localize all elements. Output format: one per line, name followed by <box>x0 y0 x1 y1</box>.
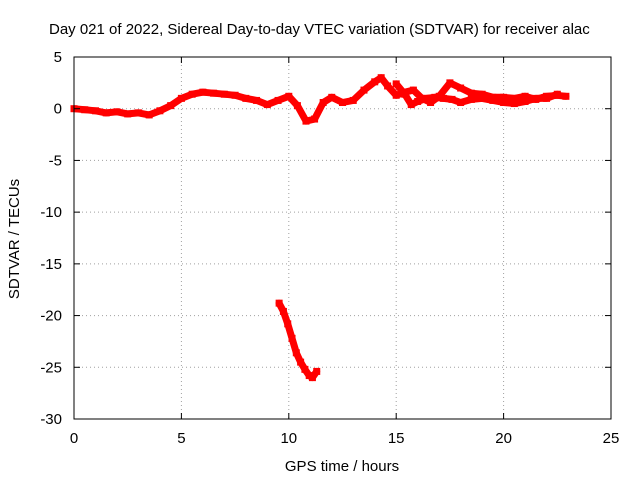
data-point <box>177 94 185 102</box>
axis-ticks <box>73 56 612 420</box>
data-point <box>91 107 99 115</box>
data-point <box>478 94 486 102</box>
data-point <box>145 111 153 119</box>
data-point <box>319 99 327 107</box>
data-layer <box>70 74 570 382</box>
data-point <box>500 93 508 101</box>
data-point <box>328 93 336 101</box>
data-point <box>510 94 518 102</box>
x-tick-label: 5 <box>177 430 185 447</box>
y-tick-label: -20 <box>40 308 62 325</box>
data-point <box>407 101 415 109</box>
y-tick-label: 5 <box>54 49 62 66</box>
data-point <box>199 88 207 96</box>
data-point <box>427 99 435 107</box>
data-point <box>210 89 218 97</box>
tick-labels: 0 5 10 15 20 25 5 0 -5 -10 -15 -20 -25 -30 <box>40 49 619 447</box>
data-point <box>467 95 475 103</box>
data-point <box>439 94 447 102</box>
data-series <box>392 80 561 109</box>
data-point <box>156 107 164 115</box>
data-point <box>220 90 228 98</box>
data-point <box>553 90 561 98</box>
data-point <box>292 349 300 357</box>
data-point <box>448 95 456 103</box>
data-point <box>377 74 385 82</box>
data-point <box>349 96 357 104</box>
data-point <box>188 90 196 98</box>
data-point <box>392 80 400 88</box>
data-point <box>339 99 346 107</box>
data-point <box>253 96 261 104</box>
data-point <box>457 84 465 92</box>
data-point <box>288 334 296 342</box>
x-tick-label: 10 <box>280 430 297 447</box>
data-point <box>311 115 319 123</box>
y-tick-label: -5 <box>49 152 62 169</box>
data-point <box>275 299 283 307</box>
y-tick-label: -10 <box>40 204 62 221</box>
data-point <box>431 93 439 101</box>
data-point <box>81 106 89 114</box>
data-point <box>457 99 465 107</box>
data-point <box>478 90 486 98</box>
data-point <box>284 320 292 328</box>
y-tick-label: -30 <box>40 411 62 428</box>
data-point <box>102 109 110 117</box>
data-point <box>384 82 392 90</box>
data-point <box>401 90 409 98</box>
y-tick-label: 0 <box>54 101 62 118</box>
data-point <box>274 96 282 104</box>
data-point <box>446 79 454 87</box>
data-point <box>293 102 301 110</box>
data-point <box>414 97 422 105</box>
data-point <box>360 86 368 94</box>
data-point <box>285 92 293 100</box>
data-point <box>532 94 540 102</box>
data-point <box>263 101 271 109</box>
data-point <box>297 358 305 366</box>
data-point <box>510 100 518 108</box>
chart-title: Day 021 of 2022, Sidereal Day-to-day VTE… <box>49 21 590 38</box>
data-point <box>489 96 497 104</box>
data-point <box>422 94 430 102</box>
data-point <box>302 117 310 125</box>
grid <box>74 57 611 419</box>
y-tick-label: -15 <box>40 256 62 273</box>
data-point <box>308 374 316 382</box>
data-point <box>113 108 121 116</box>
data-series <box>275 299 321 382</box>
data-point <box>134 109 142 117</box>
data-point <box>467 89 475 97</box>
x-tick-label: 0 <box>70 430 78 447</box>
x-tick-label: 20 <box>495 430 512 447</box>
data-point <box>124 110 132 118</box>
data-point <box>521 92 529 100</box>
data-point <box>167 102 175 110</box>
plot-frame <box>73 56 612 420</box>
data-point <box>392 91 400 99</box>
y-axis-label: SDTVAR / TECUs <box>6 179 23 299</box>
data-point <box>521 97 529 105</box>
x-tick-label: 15 <box>388 430 405 447</box>
data-point <box>301 365 309 373</box>
data-point <box>500 99 508 107</box>
x-axis-label: GPS time / hours <box>285 458 399 475</box>
data-point <box>562 92 570 100</box>
x-tick-label: 25 <box>603 430 620 447</box>
data-point <box>279 307 287 315</box>
data-point <box>231 91 239 99</box>
data-point <box>543 94 551 102</box>
data-point <box>409 86 417 94</box>
data-point <box>371 78 379 86</box>
data-point <box>313 367 321 375</box>
data-point <box>242 94 250 102</box>
y-tick-label: -25 <box>40 359 62 376</box>
